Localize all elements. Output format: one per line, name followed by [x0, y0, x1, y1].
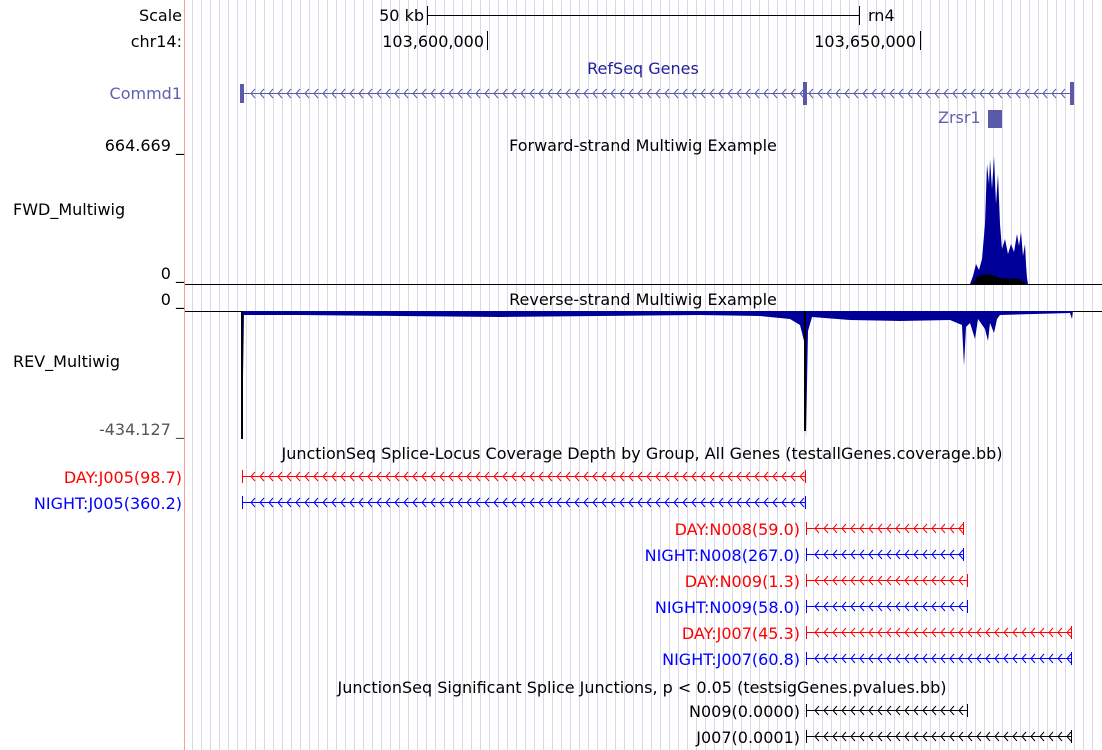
gene-label-zrsr1[interactable]: Zrsr1 — [938, 108, 981, 127]
sig-item-label[interactable]: J007(0.0001) — [696, 728, 800, 747]
exon — [240, 84, 244, 103]
coverage-track-title[interactable]: JunctionSeq Splice-Locus Coverage Depth … — [281, 444, 1003, 463]
gene-label-commd1[interactable]: Commd1 — [109, 84, 182, 103]
gene-zrsr1 — [988, 110, 1002, 128]
fwd-signal-overlay — [972, 274, 1026, 284]
coverage-item-label[interactable]: NIGHT:N009(58.0) — [654, 598, 800, 617]
rev-min-label: -434.127 _ — [98, 420, 184, 439]
coverage-item-label[interactable]: DAY:J007(45.3) — [681, 624, 800, 643]
exon — [803, 82, 807, 105]
assembly-label: rn4 — [868, 6, 895, 25]
coverage-item-label[interactable]: DAY:J005(98.7) — [63, 468, 182, 487]
rev-track-label[interactable]: REV_Multiwig — [13, 352, 120, 371]
coverage-feature-chevrons — [814, 653, 1072, 664]
rev-signal — [242, 311, 1073, 439]
fwd-track-label[interactable]: FWD_Multiwig — [13, 200, 126, 219]
coverage-feature-chevrons — [814, 549, 964, 560]
gene-commd1-chevrons — [250, 88, 1066, 99]
fwd-track-title[interactable]: Forward-strand Multiwig Example — [509, 136, 777, 155]
coverage-feature-chevrons — [250, 497, 805, 508]
coverage-item-label[interactable]: DAY:N009(1.3) — [684, 572, 800, 591]
coverage-item-label[interactable]: NIGHT:J005(360.2) — [33, 494, 182, 513]
sig-feature-chevrons — [814, 705, 964, 716]
coverage-feature-chevrons — [814, 575, 964, 586]
rev-spike — [241, 311, 243, 439]
scale-label: Scale — [138, 6, 182, 25]
sig-item-label[interactable]: N009(0.0000) — [689, 702, 800, 721]
sig-feature-chevrons — [814, 731, 1072, 742]
exon — [1070, 82, 1074, 105]
coverage-feature-chevrons — [814, 601, 964, 612]
fwd-signal — [970, 156, 1028, 284]
scale-bar-label: 50 kb — [379, 6, 424, 25]
rev-spike — [804, 311, 806, 431]
coverage-item-label[interactable]: NIGHT:N008(267.0) — [644, 546, 800, 565]
position-label: 103,650,000 — [814, 32, 916, 51]
coverage-feature-chevrons — [814, 627, 1072, 638]
chrom-label: chr14: — [130, 32, 182, 51]
coverage-feature-chevrons — [250, 471, 805, 482]
coverage-item-label[interactable]: NIGHT:J007(60.8) — [662, 650, 800, 669]
coverage-item-label[interactable]: DAY:N008(59.0) — [674, 520, 800, 539]
refseq-track-title[interactable]: RefSeq Genes — [587, 59, 699, 78]
fwd-min-label: 0 _ — [160, 264, 184, 283]
position-label: 103,600,000 — [382, 32, 484, 51]
coverage-feature-chevrons — [814, 523, 964, 534]
rev-max-label: 0 _ — [160, 290, 184, 309]
fwd-max-label: 664.669 _ — [104, 136, 184, 155]
rev-track-title[interactable]: Reverse-strand Multiwig Example — [509, 290, 777, 309]
sig-track-title[interactable]: JunctionSeq Significant Splice Junctions… — [337, 678, 947, 697]
